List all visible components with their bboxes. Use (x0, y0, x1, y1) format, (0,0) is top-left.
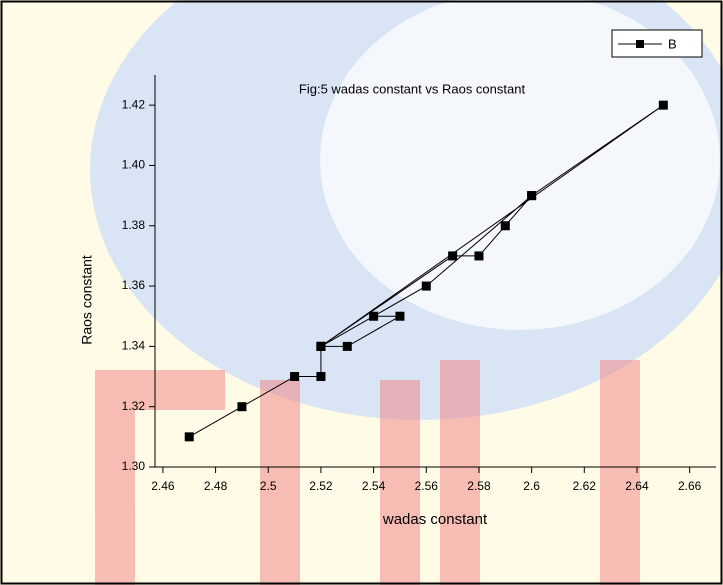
x-tick-label: 2.58 (467, 479, 491, 493)
chart-title: Fig:5 wadas constant vs Raos constant (299, 81, 526, 96)
x-tick-label: 2.54 (362, 479, 386, 493)
x-axis-label: wadas constant (382, 511, 488, 528)
marker (659, 101, 668, 110)
marker (290, 372, 299, 381)
x-tick-label: 2.52 (309, 479, 333, 493)
legend-marker (636, 40, 644, 48)
legend-label: B (668, 36, 677, 51)
y-axis-label: Raos constant (79, 255, 95, 345)
marker (316, 342, 325, 351)
marker (395, 312, 404, 321)
y-tick-label: 1.36 (122, 278, 146, 292)
marker (527, 191, 536, 200)
x-tick-label: 2.5 (260, 479, 277, 493)
x-tick-label: 2.6 (523, 479, 540, 493)
y-tick-label: 1.32 (122, 399, 146, 413)
legend: B (612, 30, 702, 57)
y-tick-label: 1.42 (122, 97, 146, 111)
y-tick-label: 1.40 (122, 158, 146, 172)
marker (237, 402, 246, 411)
marker (422, 282, 431, 291)
marker (343, 342, 352, 351)
marker (474, 251, 483, 260)
marker (501, 221, 510, 230)
y-tick-label: 1.38 (122, 218, 146, 232)
x-tick-label: 2.66 (678, 479, 702, 493)
y-tick-label: 1.34 (122, 339, 146, 353)
x-tick-label: 2.62 (573, 479, 597, 493)
y-tick-label: 1.30 (122, 459, 146, 473)
marker (369, 312, 378, 321)
x-tick-label: 2.48 (204, 479, 228, 493)
marker (448, 251, 457, 260)
x-tick-label: 2.56 (415, 479, 439, 493)
marker (316, 372, 325, 381)
x-tick-label: 2.64 (625, 479, 649, 493)
chart: Fig:5 wadas constant vs Raos constant wa… (0, 0, 723, 585)
marker (185, 432, 194, 441)
x-tick-label: 2.46 (151, 479, 175, 493)
